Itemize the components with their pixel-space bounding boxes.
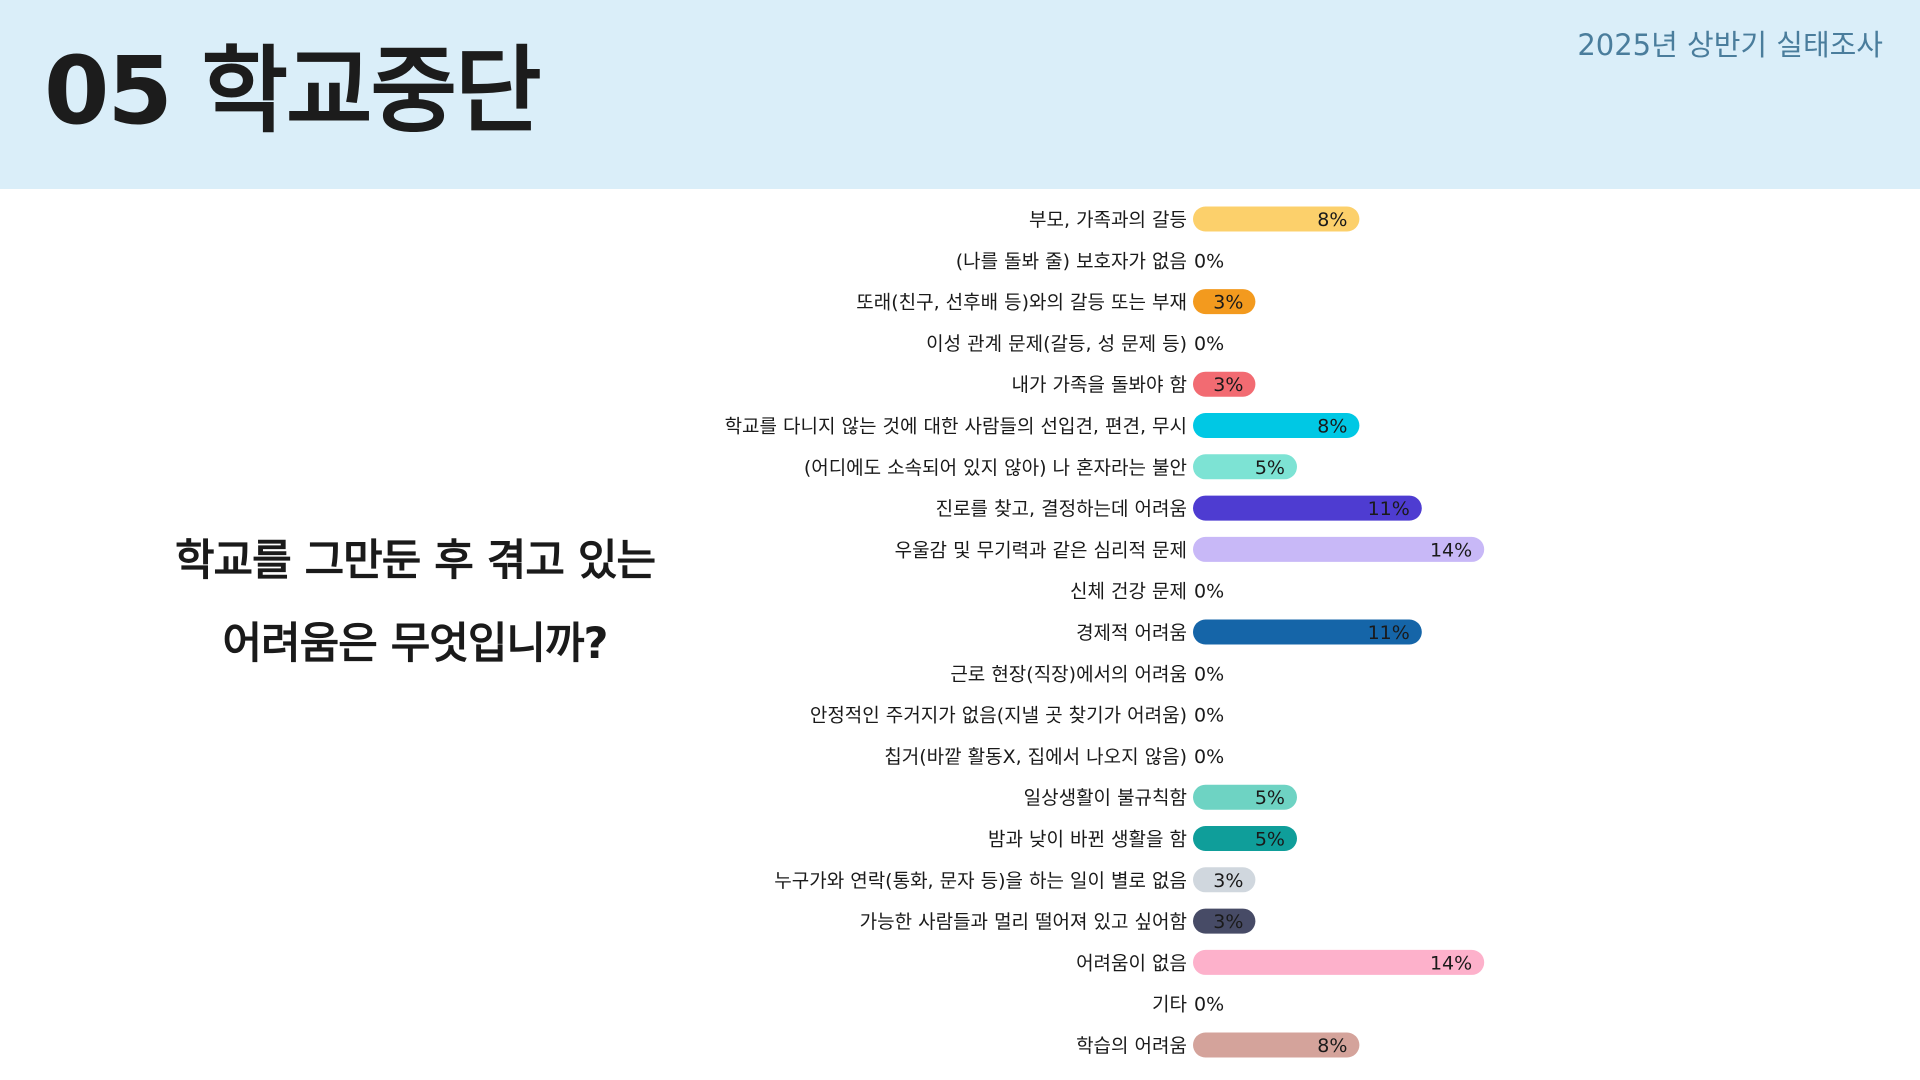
bar [1193,784,1297,810]
category-label: 경제적 어려움 [1076,622,1187,644]
category-label: 우울감 및 무기력과 같은 심리적 문제 [895,539,1187,561]
bar [1193,908,1256,934]
question-line-1: 학교를 그만둔 후 겪고 있는 [174,536,656,586]
category-label: 진로를 찾고, 결정하는데 어려움 [936,498,1187,520]
category-label: (나를 돌봐 줄) 보호자가 없음 [956,250,1187,272]
value-label: 0% [1194,333,1224,355]
value-label: 11% [1368,498,1410,520]
value-label: 0% [1194,705,1224,727]
category-label: 칩거(바깥 활동X, 집에서 나오지 않음) [884,746,1187,768]
value-label: 8% [1317,209,1347,231]
category-label: (어디에도 소속되어 있지 않아) 나 혼자라는 불안 [804,457,1187,479]
category-label: 누구가와 연락(통화, 문자 등)을 하는 일이 별로 없음 [774,870,1187,892]
question-line-2: 어려움은 무엇입니까? [222,619,609,669]
category-label: 내가 가족을 돌봐야 함 [1012,374,1187,396]
category-label: 또래(친구, 선후배 등)와의 갈등 또는 부재 [856,292,1187,314]
category-label: 신체 건강 문제 [1070,581,1187,603]
bar [1193,619,1422,645]
header-banner: 05 학교중단 2025년 상반기 실태조사 [0,0,1920,189]
value-label: 5% [1255,457,1285,479]
survey-label: 2025년 상반기 실태조사 [1577,28,1883,62]
value-label: 3% [1213,374,1243,396]
value-label: 14% [1430,539,1472,561]
bar [1193,454,1297,480]
value-label: 11% [1368,622,1410,644]
category-label: 학교를 다니지 않는 것에 대한 사람들의 선입견, 편견, 무시 [725,416,1187,438]
bar [1193,536,1485,562]
question-text: 학교를 그만둔 후 겪고 있는 어려움은 무엇입니까? [130,520,700,686]
value-label: 14% [1430,952,1472,974]
value-label: 0% [1194,250,1224,272]
value-label: 0% [1194,994,1224,1016]
page-title: 05 학교중단 [44,37,541,146]
category-label: 이성 관계 문제(갈등, 성 문제 등) [926,333,1187,355]
value-label: 3% [1213,870,1243,892]
category-label: 부모, 가족과의 갈등 [1029,209,1187,231]
bar [1193,949,1485,975]
value-label: 5% [1255,787,1285,809]
bar [1193,867,1256,893]
value-label: 3% [1213,911,1243,933]
bar-chart: 부모, 가족과의 갈등 8% (나를 돌봐 줄) 보호자가 없음 0% 또래(친구, 선… [725,206,1485,1058]
category-label: 학습의 어려움 [1076,1035,1187,1057]
category-label: 일상생활이 불규칙함 [1024,787,1187,809]
bar [1193,413,1360,438]
category-label: 어려움이 없음 [1076,952,1187,974]
value-label: 3% [1213,292,1243,314]
bar [1193,495,1422,521]
category-label: 기타 [1152,994,1187,1016]
category-label: 근로 현장(직장)에서의 어려움 [950,663,1187,685]
category-label: 안정적인 주거지가 없음(지낼 곳 찾기가 어려움) [810,705,1187,727]
value-label: 5% [1255,829,1285,851]
value-label: 0% [1194,581,1224,603]
bar [1193,206,1360,232]
bar [1193,1032,1360,1058]
bar [1193,371,1256,397]
category-label: 밤과 낮이 바뀐 생활을 함 [988,829,1187,851]
category-label: 가능한 사람들과 멀리 떨어져 있고 싶어함 [860,911,1187,933]
value-label: 8% [1317,416,1347,438]
value-label: 0% [1194,746,1224,768]
bar [1193,289,1256,315]
value-label: 0% [1194,663,1224,685]
value-label: 8% [1317,1035,1347,1057]
bar [1193,826,1297,851]
